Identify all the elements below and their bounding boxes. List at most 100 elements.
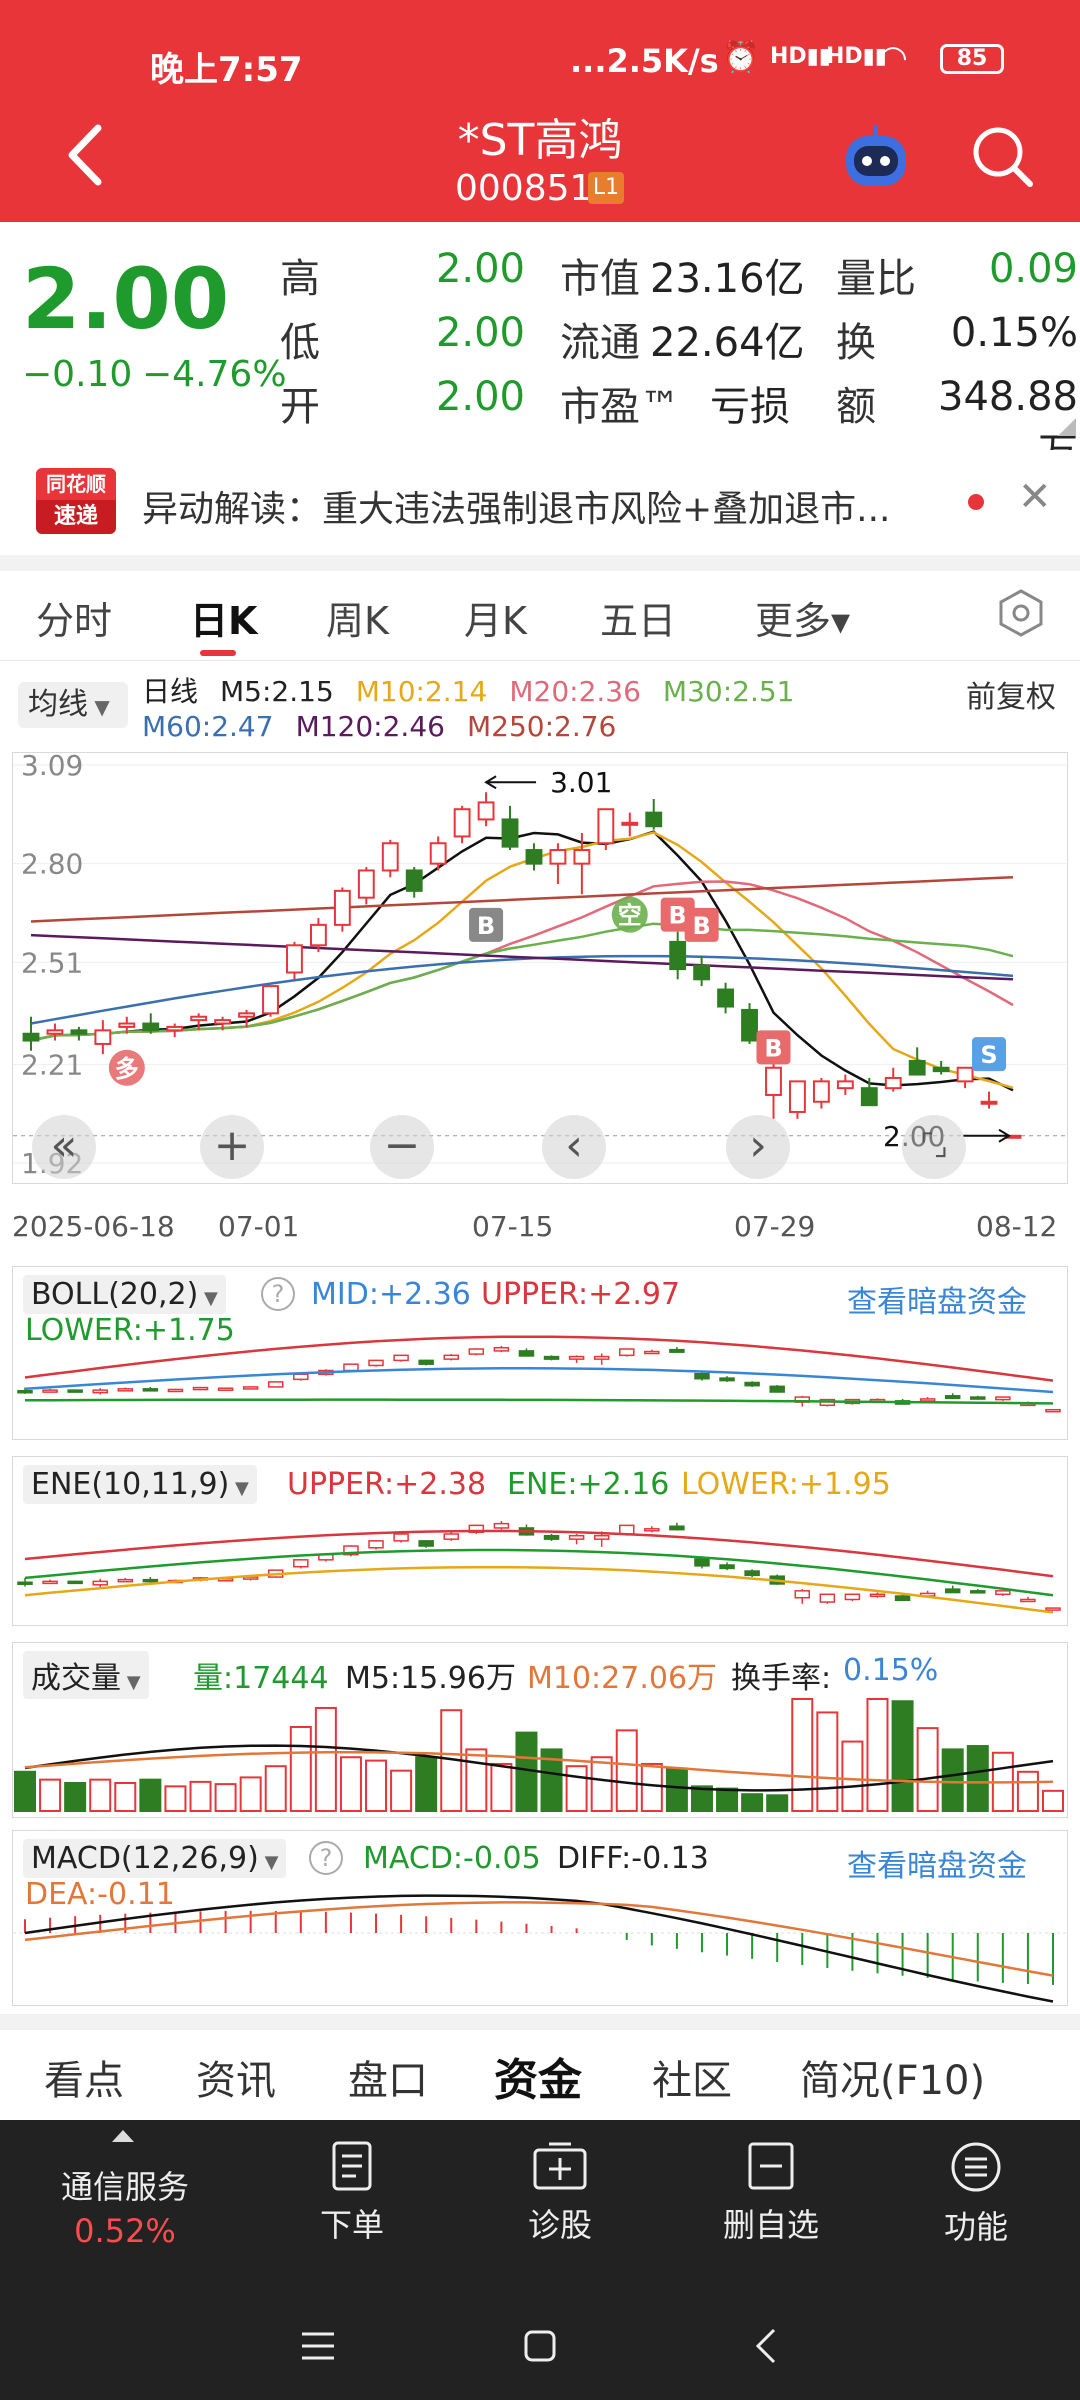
mini-candle — [644, 1528, 660, 1532]
candle-up — [286, 944, 303, 974]
back-arrow-icon[interactable] — [62, 120, 112, 190]
volume-bar-up — [640, 1762, 663, 1812]
dark-pool-link-macd[interactable]: 查看暗盘资金 — [847, 1849, 1027, 1884]
kline-chart-panel[interactable]: 3.092.802.512.211.923.012.00多B空BBBS — [12, 749, 1069, 1184]
ene-upper: UPPER:+2.38 — [287, 1467, 487, 1502]
x-tick-label: 2025-06-18 — [12, 1210, 175, 1243]
tab-five-day[interactable]: 五日 — [600, 599, 677, 643]
network-speed: ...2.5K/s — [570, 42, 719, 80]
candle-up — [357, 869, 375, 899]
remove-watchlist-label: 删自选 — [722, 2206, 819, 2244]
tab-news[interactable]: 资讯 — [196, 2058, 276, 2104]
candle-up — [333, 889, 351, 926]
boll-select[interactable]: BOLL(20,2) ▼ — [23, 1275, 226, 1314]
diagnose-button[interactable]: 诊股 — [500, 2140, 620, 2246]
ene-panel[interactable]: ENE(10,11,9) ▼ UPPER:+2.38 ENE:+2.16 LOW… — [12, 1456, 1068, 1626]
adjust-mode[interactable]: 前复权 — [966, 680, 1056, 715]
mini-candle — [669, 1348, 685, 1353]
functions-button[interactable]: 功能 — [916, 2140, 1036, 2248]
mini-candle — [368, 1540, 384, 1549]
pan-right-button[interactable]: › — [726, 1115, 790, 1179]
candle-up — [166, 1025, 184, 1032]
mini-candle — [117, 1388, 134, 1392]
mini-candle — [418, 1540, 434, 1547]
tab-profile-f10[interactable]: 简况(F10) — [800, 2058, 986, 2104]
macd-chart — [13, 1894, 1069, 2003]
expand-corner-icon[interactable] — [1058, 418, 1076, 436]
trade-marker-label: B — [764, 1034, 782, 1062]
pan-left-button[interactable]: ‹ — [542, 1115, 606, 1179]
quote-panel: 2.00 −0.10 −4.76% 高 2.00 市值 23.16亿 量比 0.… — [0, 222, 1080, 476]
tab-orderbook[interactable]: 盘口 — [348, 2058, 428, 2104]
help-icon[interactable]: ? — [261, 1277, 295, 1311]
candle-up — [118, 1022, 136, 1028]
quote-label-low: 低 — [280, 320, 320, 366]
tab-daily-k[interactable]: 日K — [190, 599, 258, 643]
mini-candle — [1045, 1607, 1061, 1611]
help-icon[interactable]: ? — [309, 1841, 343, 1875]
macd-select[interactable]: MACD(12,26,9) ▼ — [23, 1839, 287, 1878]
volume-bar-up — [365, 1759, 388, 1812]
low-arrow-head — [998, 1128, 1011, 1143]
fullscreen-button[interactable]: ⌜⌟ — [902, 1115, 966, 1179]
x-tick-label: 08-12 — [976, 1210, 1058, 1243]
volume-bar-up — [841, 1740, 864, 1812]
tab-intraday[interactable]: 分时 — [36, 599, 113, 643]
tab-funds[interactable]: 资金 — [494, 2055, 582, 2106]
candle-down — [693, 964, 711, 981]
mini-candle — [343, 1545, 359, 1556]
mini-candle — [995, 1396, 1011, 1401]
diagnose-icon — [533, 2142, 587, 2190]
robot-assistant-icon[interactable] — [842, 124, 910, 192]
remove-watchlist-button[interactable]: 删自选 — [706, 2140, 836, 2246]
sector-name[interactable]: 通信服务 — [60, 2168, 189, 2206]
volume-panel[interactable]: 成交量 ▼ 量:17444 M5:15.96万 M10:27.06万 换手率: … — [12, 1642, 1068, 1818]
candle-up — [46, 1029, 64, 1035]
menu-nav-icon[interactable] — [300, 2328, 336, 2364]
tab-more[interactable]: 更多▾ — [755, 599, 851, 643]
volume-select[interactable]: 成交量 ▼ — [23, 1651, 149, 1699]
tab-monthly-k[interactable]: 月K — [464, 599, 527, 643]
ma-legend-item-1: M5:2.15 — [220, 675, 334, 708]
boll-panel[interactable]: BOLL(20,2) ▼ ? MID:+2.36 UPPER:+2.97 查看暗… — [12, 1266, 1068, 1440]
dark-pool-link[interactable]: 查看暗盘资金 — [847, 1285, 1027, 1320]
candle-up — [597, 808, 615, 845]
tab-highlights[interactable]: 看点 — [44, 2058, 124, 2104]
collapse-left-button[interactable]: « — [32, 1115, 96, 1179]
mini-candle — [293, 1559, 309, 1568]
order-button[interactable]: 下单 — [292, 2140, 412, 2246]
kline-x-axis: 2025-06-18 07-01 07-15 07-29 08-12 — [0, 1206, 1080, 1246]
macd-dea: DEA:-0.11 — [25, 1877, 175, 1912]
mini-candle — [67, 1389, 83, 1393]
tab-weekly-k[interactable]: 周K — [326, 599, 389, 643]
zoom-out-button[interactable]: − — [370, 1115, 434, 1179]
period-tabs: 分时 日K 周K 月K 五日 更多▾ — [0, 570, 1080, 660]
chevron-down-icon: ▼ — [88, 695, 110, 719]
settings-hexagon-icon[interactable] — [996, 588, 1046, 638]
trade-marker-label: 空 — [618, 902, 642, 930]
tab-community[interactable]: 社区 — [652, 2058, 732, 2104]
mini-candle — [67, 1580, 83, 1585]
home-nav-icon[interactable] — [522, 2328, 558, 2364]
mini-candle — [769, 1385, 785, 1393]
candle-up — [884, 1076, 902, 1090]
banner-text: 异动解读：重大违法强制退市风险+叠加退市... — [142, 489, 891, 530]
volume-m5-line — [24, 1744, 1054, 1792]
mini-candle — [568, 1534, 585, 1540]
mini-candle — [1045, 1408, 1061, 1413]
mini-candle — [343, 1363, 359, 1372]
search-icon[interactable] — [970, 124, 1036, 190]
x-tick-label: 07-01 — [218, 1210, 300, 1243]
trade-marker — [611, 896, 648, 933]
ma-select-dropdown[interactable]: 均线 ▼ — [18, 682, 128, 728]
news-banner[interactable]: 同花顺 速递 异动解读：重大违法强制退市风险+叠加退市... ✕ — [0, 450, 1080, 560]
macd-panel[interactable]: MACD(12,26,9) ▼ ? MACD:-0.05 DIFF:-0.13 … — [12, 1830, 1069, 2006]
candle-down — [741, 1008, 758, 1042]
back-nav-icon[interactable] — [752, 2326, 782, 2366]
price-change-pct: −4.76% — [142, 354, 287, 395]
ene-select[interactable]: ENE(10,11,9) ▼ — [23, 1465, 257, 1504]
expand-up-icon[interactable] — [112, 2130, 134, 2142]
close-icon[interactable]: ✕ — [1018, 474, 1052, 520]
candle-up — [765, 1066, 782, 1096]
zoom-in-button[interactable]: + — [200, 1115, 264, 1179]
